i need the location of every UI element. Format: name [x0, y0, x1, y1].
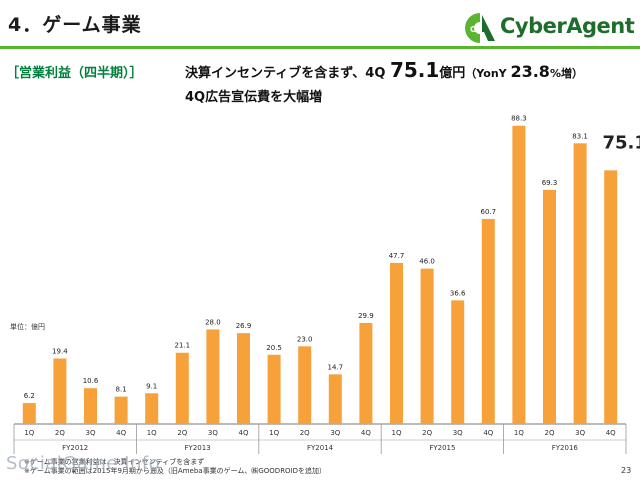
x-tick-label: 1Q — [147, 429, 157, 437]
bar-value-label: 6.2 — [24, 392, 35, 400]
bar — [604, 170, 618, 424]
ca-logo-mark: CA — [465, 13, 495, 43]
bar-value-label: 46.0 — [419, 258, 435, 266]
headline-yony-close: %増） — [549, 67, 583, 80]
bar-value-label: 21.1 — [175, 342, 191, 350]
bar-value-label: 29.9 — [358, 312, 374, 320]
headline-text-a: 決算インセンティブを含まず、4Q — [185, 66, 390, 81]
bar-value-label: 47.7 — [389, 252, 405, 260]
x-tick-label: 3Q — [453, 429, 463, 437]
bar-value-label: 8.1 — [116, 386, 127, 394]
fiscal-year-label: FY2016 — [552, 444, 579, 452]
x-tick-label: 1Q — [269, 429, 279, 437]
x-tick-label: 2Q — [55, 429, 65, 437]
footnote-scope: ※ゲーム事業の範囲は2015年9月期から遡及（旧Ameba事業のゲーム、㈱GOO… — [24, 467, 327, 475]
x-tick-label: 4Q — [606, 429, 616, 437]
bar — [22, 403, 36, 424]
x-tick-label: 1Q — [514, 429, 524, 437]
bar — [359, 323, 373, 424]
x-tick-label: 3Q — [575, 429, 585, 437]
bar-value-label: 14.7 — [328, 363, 344, 371]
fiscal-year-label: FY2013 — [185, 444, 211, 452]
watermark: SocialGame Info — [6, 453, 161, 474]
bar-value-label: 28.0 — [205, 318, 221, 326]
bar — [84, 388, 97, 424]
bar-value-label: 10.6 — [83, 377, 99, 385]
headline-text-b: 億円 — [439, 66, 466, 81]
bar — [53, 358, 67, 424]
bar — [481, 218, 495, 424]
fiscal-year-label: FY2015 — [429, 444, 455, 452]
bar-value-label: 9.1 — [146, 382, 157, 390]
bar-value-label: 83.1 — [572, 132, 588, 140]
headline-yony-value: 23.8 — [510, 62, 550, 81]
bar-value-label: 88.3 — [511, 115, 527, 123]
footnotes: ※ゲーム事業の営業利益は、決算インセンティブを含まず ※ゲーム事業の範囲は201… — [24, 458, 326, 476]
bar — [512, 125, 526, 425]
bar-value-label: 23.0 — [297, 335, 313, 343]
bar — [237, 333, 250, 424]
x-tick-label: 4Q — [116, 429, 126, 437]
fiscal-year-label: FY2012 — [62, 444, 88, 452]
svg-text:CA: CA — [470, 25, 483, 34]
x-tick-label: 2Q — [177, 429, 187, 437]
x-tick-label: 3Q — [330, 429, 340, 437]
page-title: 4．ゲーム事業 — [8, 14, 142, 36]
bar-value-label: 60.7 — [481, 208, 497, 216]
footnote-incentive: ※ゲーム事業の営業利益は、決算インセンティブを含まず — [24, 458, 205, 466]
brand-name: CyberAgent — [500, 14, 635, 38]
x-tick-label: 3Q — [86, 429, 96, 437]
bar-value-label: 26.9 — [236, 322, 252, 330]
x-tick-label: 2Q — [545, 429, 555, 437]
headline-yony-open: （YonY — [465, 67, 511, 80]
unit-label: 単位：億円 — [10, 323, 45, 331]
bar-value-label: 36.6 — [450, 289, 466, 297]
x-tick-label: 1Q — [392, 429, 402, 437]
headline-value: 75.1 — [389, 58, 440, 82]
bar-value-label: 20.5 — [266, 344, 282, 352]
x-tick-label: 3Q — [208, 429, 218, 437]
bar — [298, 346, 312, 424]
bar-value-label: 19.4 — [52, 347, 68, 355]
bar — [390, 262, 403, 424]
x-tick-label: 2Q — [422, 429, 432, 437]
x-tick-label: 4Q — [483, 429, 493, 437]
bar — [420, 268, 434, 424]
x-tick-label: 1Q — [24, 429, 34, 437]
bar — [206, 329, 220, 424]
bar — [175, 352, 189, 424]
x-tick-label: 4Q — [361, 429, 371, 437]
headline-ad-spend: 4Q広告宣伝費を大幅増 — [185, 90, 323, 105]
title-rule — [0, 46, 640, 49]
headline-profit: 決算インセンティブを含まず、4Q 75.1億円（YonY 23.8%増） — [185, 58, 583, 82]
page-number: 23 — [621, 466, 632, 475]
bar — [573, 143, 587, 424]
bar — [114, 396, 128, 424]
bar-value-label: 69.3 — [542, 179, 558, 187]
x-tick-label: 2Q — [300, 429, 310, 437]
bar — [267, 354, 281, 424]
x-tick-label: 4Q — [239, 429, 249, 437]
bar — [328, 374, 342, 424]
bar — [543, 189, 556, 424]
bar-value-label: 75.1 — [602, 132, 640, 153]
bar — [451, 300, 465, 424]
cyberagent-logo: CA CyberAgent — [462, 10, 635, 46]
chart-subhead: ［営業利益（四半期）］ — [6, 66, 143, 81]
fiscal-year-label: FY2014 — [307, 444, 334, 452]
bar — [145, 393, 159, 424]
